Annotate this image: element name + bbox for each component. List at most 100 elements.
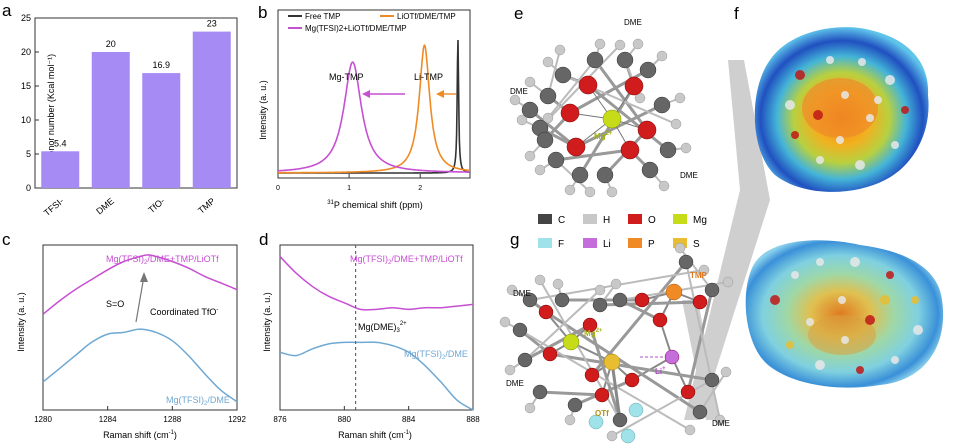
atom-h-e	[606, 186, 618, 198]
value-label-a: 5.4	[54, 138, 67, 148]
bond-g	[539, 390, 603, 397]
atom-o-g	[680, 384, 696, 400]
xtick-label-d-plot: 888	[466, 415, 480, 424]
xtick-label-b: 0	[276, 185, 280, 192]
legend-label-b: Mg(TFSI)2+LiOTf/DME/TMP	[305, 24, 407, 33]
surface-atom-f	[866, 114, 874, 122]
atom-h-e	[516, 114, 528, 126]
atom-h-g	[610, 278, 622, 290]
ylabel-a: Donor number (Kcal mol⁻¹)	[46, 54, 56, 162]
surface-atom-h	[880, 295, 890, 305]
atom-c-g	[592, 297, 608, 313]
ylabel-b: Intensity (a. u.)	[258, 80, 268, 140]
arrow-head-mg-b	[362, 90, 370, 98]
atom-mg-g	[562, 333, 580, 351]
atom-h-g	[606, 430, 618, 442]
atom-h-g	[714, 414, 726, 426]
atom-h-e	[509, 94, 521, 106]
surface-atom-f	[901, 106, 909, 114]
surface-atom-f	[855, 160, 865, 170]
surface-atom-h	[913, 325, 923, 335]
atom-c-e	[539, 87, 557, 105]
legend-swatch-atom	[673, 214, 687, 224]
label-g-otf: OTf	[595, 409, 609, 418]
legend-label-atom: S	[693, 239, 700, 250]
bond-g	[519, 329, 691, 431]
panel-letter-a: a	[2, 1, 12, 20]
decor-stripe-e	[684, 60, 770, 420]
surface-atom-f	[885, 75, 895, 85]
surface-atom-f	[858, 58, 866, 66]
annotation-li-tmp: Li-TMP	[414, 72, 443, 82]
atom-h-e	[554, 44, 566, 56]
atom-o-g	[542, 346, 558, 362]
bond-g	[524, 323, 591, 362]
label-g-dme-top: DME	[513, 289, 531, 298]
atom-o-g	[634, 292, 650, 308]
xtick-label-c-plot: 1288	[163, 415, 181, 424]
atom-li-g	[664, 349, 680, 365]
label-g-tmp: TMP	[690, 271, 708, 280]
bond-e	[587, 83, 669, 152]
value-label-a: 20	[106, 39, 116, 49]
surface-atom-h	[816, 258, 824, 266]
atom-c-g	[517, 352, 533, 368]
surface-atom-f	[816, 156, 824, 164]
xlabel-b: 31P chemical shift (ppm)	[327, 200, 423, 210]
atom-h-e	[656, 50, 668, 62]
bond-e	[529, 108, 577, 149]
atom-h-e	[564, 184, 576, 196]
panel-g-molecule: C H O Mg F Li P S TMP DME DME DME Mg2+ Li+ OTf	[499, 214, 734, 444]
atom-o-g	[624, 372, 640, 388]
legend-label-atom: H	[603, 215, 610, 226]
panel-f-surface	[754, 27, 929, 192]
ytick-label-a: 20	[21, 47, 31, 57]
surface-atom-h	[841, 336, 849, 344]
bond-e	[547, 59, 596, 119]
plot-c: 1280 1284 1288 1292	[34, 244, 246, 424]
surface-atom-h	[911, 296, 919, 304]
legend-label-atom: O	[648, 215, 656, 226]
panel-b: Intensity (a. u.) 0 1 2 Free TMP LiOTf/DME/T…	[258, 9, 471, 210]
panel-letter-d: d	[259, 230, 268, 249]
atom-c-e	[659, 141, 677, 159]
ytick-label-a: 0	[26, 183, 31, 193]
atom-h-g	[506, 284, 518, 296]
label-g-dme-left: DME	[506, 379, 524, 388]
series-line-c-plot	[42, 254, 238, 315]
legend-swatch-atom	[628, 214, 642, 224]
atom-h-g	[504, 364, 516, 376]
bar-a	[142, 73, 181, 188]
value-label-a: 23	[207, 19, 217, 29]
plot-d: 876 880 884 888	[273, 244, 480, 424]
atom-c-e	[596, 166, 614, 184]
panel-h-surface	[745, 240, 944, 388]
arrow-head-li-b	[436, 90, 444, 98]
atom-h-e	[674, 92, 686, 104]
xtick-label-b: 1	[347, 185, 351, 192]
plot-frame-a	[34, 17, 238, 189]
series-label-d1: Mg(TFSI)2/DME+TMP/LiOTf	[350, 254, 463, 266]
bond-g	[631, 356, 673, 381]
atom-h-g	[534, 274, 546, 286]
legend-label-atom: Mg	[693, 215, 707, 226]
decor-stripe-g	[682, 300, 720, 420]
xtick-label-d-plot: 884	[402, 415, 416, 424]
atom-h-g	[722, 276, 734, 288]
annotation-mg-dme3: Mg(DME)32+	[358, 321, 407, 334]
legend-label-atom: Li	[603, 239, 611, 250]
atom-h-e	[542, 56, 554, 68]
series-line-b	[278, 39, 470, 174]
atom-o-e	[566, 137, 586, 157]
label-e-dme-right: DME	[680, 171, 698, 180]
atom-o-e	[560, 103, 580, 123]
atom-s-g	[603, 353, 621, 371]
surface-atoms-f	[785, 56, 909, 170]
atom-h-e	[680, 142, 692, 154]
atom-p-g	[665, 283, 683, 301]
atom-c-g	[704, 372, 720, 388]
legend-label-atom: P	[648, 239, 655, 250]
atom-h-g	[720, 366, 732, 378]
ytick-label-a: 10	[21, 115, 31, 125]
label-e-dme-left: DME	[510, 87, 528, 96]
